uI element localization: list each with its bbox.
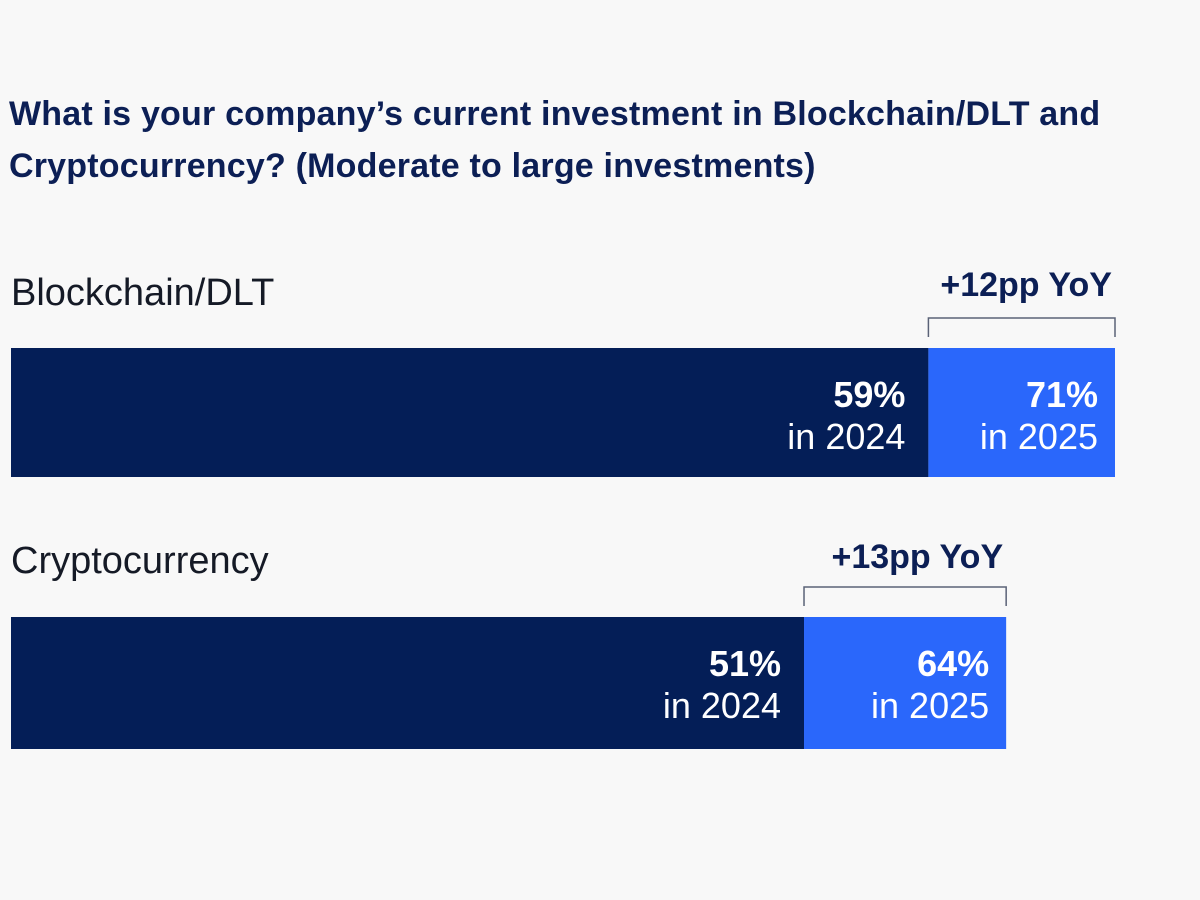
year-label-2024-blockchain-dlt: in 2024 [787,416,905,457]
bar-2025-blockchain-dlt [928,348,1115,477]
bar-2024-blockchain-dlt [11,348,929,477]
value-label-2024-blockchain-dlt: 59% [833,374,905,415]
value-label-2024-cryptocurrency: 51% [709,643,781,684]
year-label-2024-cryptocurrency: in 2024 [663,685,781,726]
yoy-bracket-blockchain-dlt [927,317,1116,337]
bar-2024-cryptocurrency [11,617,805,749]
value-label-2025-cryptocurrency: 64% [917,643,989,684]
chart-title: What is your company’s current investmen… [9,95,1101,185]
value-label-2025-blockchain-dlt: 71% [1026,374,1098,415]
bar-2025-cryptocurrency [804,617,1007,749]
category-label-cryptocurrency: Cryptocurrency [11,540,269,582]
year-label-2025-cryptocurrency: in 2025 [871,685,989,726]
yoy-annotation-blockchain-dlt: +12pp YoY [940,266,1112,304]
yoy-bracket-cryptocurrency [803,586,1007,606]
year-label-2025-blockchain-dlt: in 2025 [980,416,1098,457]
category-label-blockchain-dlt: Blockchain/DLT [11,272,274,314]
yoy-annotation-cryptocurrency: +13pp YoY [831,538,1003,576]
